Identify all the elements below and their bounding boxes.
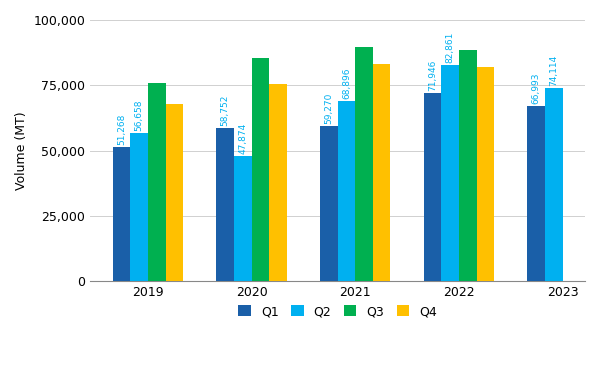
- Bar: [527, 106, 545, 281]
- Text: 59,270: 59,270: [325, 93, 334, 124]
- Bar: [476, 67, 494, 281]
- Y-axis label: Volume (MT): Volume (MT): [15, 111, 28, 190]
- Text: 74,114: 74,114: [549, 54, 558, 85]
- Text: 58,752: 58,752: [221, 94, 230, 126]
- Bar: [234, 156, 251, 281]
- Bar: [148, 83, 166, 281]
- Bar: [338, 101, 355, 281]
- Text: 56,658: 56,658: [135, 99, 144, 131]
- Bar: [320, 127, 338, 281]
- Bar: [166, 104, 183, 281]
- Text: 71,946: 71,946: [428, 60, 437, 91]
- Bar: [355, 47, 373, 281]
- Bar: [424, 93, 441, 281]
- Text: 51,268: 51,268: [117, 114, 126, 145]
- Text: 47,874: 47,874: [238, 123, 247, 154]
- Bar: [459, 50, 476, 281]
- Bar: [545, 88, 563, 281]
- Legend: Q1, Q2, Q3, Q4: Q1, Q2, Q3, Q4: [235, 301, 440, 322]
- Bar: [130, 133, 148, 281]
- Text: 82,861: 82,861: [446, 31, 455, 63]
- Bar: [269, 84, 287, 281]
- Bar: [441, 65, 459, 281]
- Bar: [217, 128, 234, 281]
- Bar: [373, 65, 391, 281]
- Text: 66,993: 66,993: [532, 73, 541, 104]
- Text: 68,896: 68,896: [342, 68, 351, 99]
- Bar: [251, 58, 269, 281]
- Bar: [113, 147, 130, 281]
